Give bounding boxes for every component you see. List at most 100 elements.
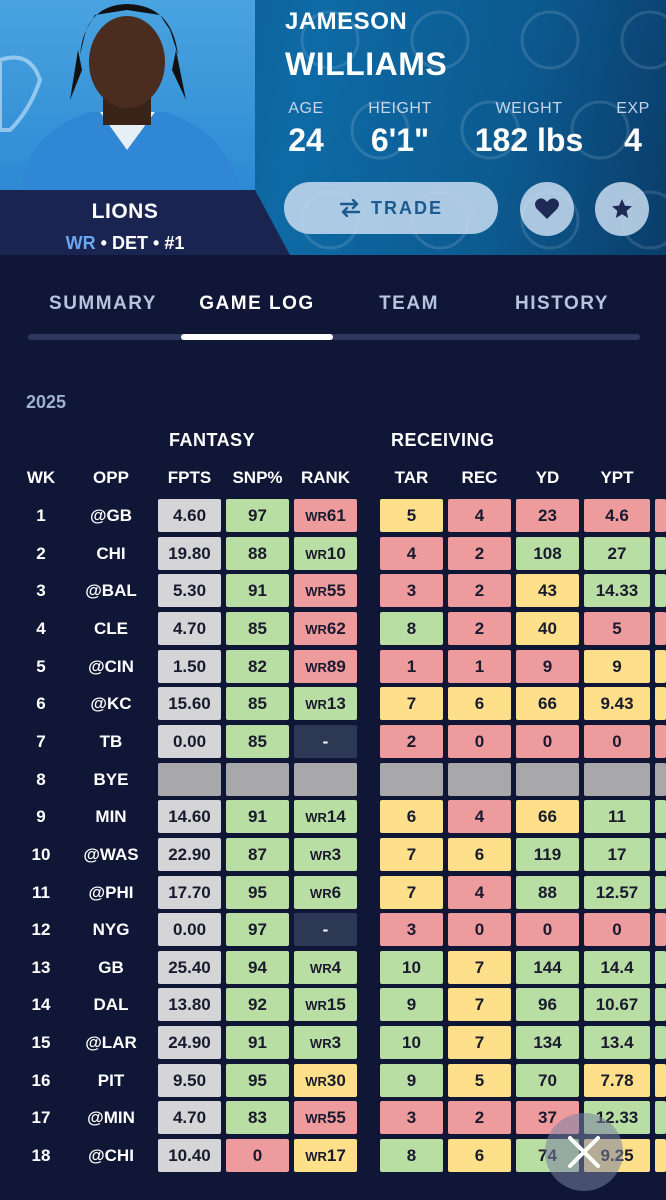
cell-yd: 144 <box>516 951 579 984</box>
rank-prefix: WR <box>305 547 327 562</box>
season-label: 2025 <box>26 392 67 412</box>
rank-value: 6 <box>331 883 342 902</box>
tab-summary[interactable]: SUMMARY <box>49 293 157 314</box>
cell-fpts: 5.30 <box>158 574 221 607</box>
cell-snp: 91 <box>226 1026 289 1059</box>
cell-fpts: 9.50 <box>158 1064 221 1097</box>
heart-icon <box>535 198 559 219</box>
cell-fpts: 25.40 <box>158 951 221 984</box>
team-abbr: DET <box>111 233 148 253</box>
cell-overflow-edge <box>655 951 666 984</box>
cell-wk: 1 <box>36 506 46 525</box>
cell-wk: 12 <box>31 920 51 939</box>
cell-fpts: 17.70 <box>158 876 221 909</box>
cell-fpts: 22.90 <box>158 838 221 871</box>
col-header-overflow-edge <box>652 462 666 492</box>
cell-wk: 3 <box>36 581 46 600</box>
cell-wk: 10 <box>31 845 51 864</box>
cell-wk: 2 <box>36 544 46 563</box>
cell-overflow-edge <box>655 1026 666 1059</box>
cell-ypt: 14.4 <box>584 951 650 984</box>
cell-wk: 11 <box>32 883 50 902</box>
rank-value: 17 <box>326 1146 346 1165</box>
player-header: LIONS WR • DET • #1 JAMESON WILLIAMS AGE… <box>0 0 666 255</box>
team-name: LIONS <box>91 200 159 223</box>
cell-yd: 88 <box>516 876 579 909</box>
cell-ypt: 4.6 <box>584 499 650 532</box>
cell-opp: @BAL <box>85 581 137 600</box>
stat-value: 6'1" <box>370 122 430 158</box>
col-header-snp[interactable]: SNP% <box>232 468 283 487</box>
cell-tar: 4 <box>380 537 443 570</box>
cell-fpts: 15.60 <box>158 687 221 720</box>
cell-rank: WR3 <box>294 838 357 871</box>
col-header-tar[interactable]: TAR <box>394 468 429 487</box>
cell-snp: 0 <box>226 1139 289 1172</box>
cell-snp: 88 <box>226 537 289 570</box>
player-last-name: WILLIAMS <box>285 46 448 82</box>
cell-yd: 0 <box>516 913 579 946</box>
tab-game-log[interactable]: GAME LOG <box>199 293 315 314</box>
cell-tar: 6 <box>380 800 443 833</box>
rank-prefix: WR <box>305 1111 327 1126</box>
cell-tar: 5 <box>380 499 443 532</box>
cell-wk: 4 <box>36 619 46 638</box>
cell-overflow-edge <box>655 687 666 720</box>
stat-age: AGE 24 <box>285 100 327 159</box>
cell-rec: 6 <box>448 838 511 871</box>
cell-overflow-edge <box>655 574 666 607</box>
cell-rec: 6 <box>448 687 511 720</box>
cell-rank: WR4 <box>294 951 357 984</box>
cell-fpts: 1.50 <box>158 650 221 683</box>
cell-fpts <box>158 763 221 796</box>
cell-overflow-edge <box>655 800 666 833</box>
favorite-button[interactable] <box>520 182 574 236</box>
col-header-opp[interactable]: OPP <box>93 468 129 487</box>
cell-opp: @WAS <box>83 845 139 864</box>
stat-height: HEIGHT 6'1" <box>360 100 440 159</box>
col-header-yd[interactable]: YD <box>535 468 560 487</box>
cell-opp: NYG <box>92 920 130 939</box>
group-receiving: RECEIVING <box>391 430 495 450</box>
cell-opp: @GB <box>89 506 133 525</box>
cell-rec: 4 <box>448 800 511 833</box>
col-header-ypt[interactable]: YPT <box>600 468 634 487</box>
cell-rank: - <box>294 913 357 946</box>
col-header-fpts[interactable]: FPTS <box>167 468 212 487</box>
cell-snp: 85 <box>226 612 289 645</box>
cell-opp: CHI <box>96 544 126 563</box>
tab-team[interactable]: TEAM <box>379 293 439 314</box>
cell-overflow-edge <box>655 650 666 683</box>
rank-prefix: WR <box>305 584 327 599</box>
tab-history[interactable]: HISTORY <box>515 293 609 314</box>
cell-opp: DAL <box>93 995 129 1014</box>
cell-ypt: 0 <box>584 913 650 946</box>
cell-tar: 7 <box>380 876 443 909</box>
rank-prefix: WR <box>305 810 327 825</box>
rank-prefix: WR <box>309 961 332 976</box>
tab-track <box>28 334 640 340</box>
cell-rec: 4 <box>448 876 511 909</box>
rank-value: 89 <box>326 657 346 676</box>
cell-ypt: 0 <box>584 725 650 758</box>
cell-rank: WR55 <box>294 574 357 607</box>
col-header-rank[interactable]: RANK <box>300 468 351 487</box>
cell-yd: 40 <box>516 612 579 645</box>
rank-value: 55 <box>326 581 346 600</box>
cell-rec <box>448 763 511 796</box>
cell-ypt: 17 <box>584 838 650 871</box>
cell-overflow-edge <box>655 763 666 796</box>
cell-rank: WR10 <box>294 537 357 570</box>
cell-wk: 16 <box>31 1071 51 1090</box>
stat-weight: WEIGHT 182 lbs <box>468 100 590 159</box>
rank-value: 3 <box>331 845 342 864</box>
close-button[interactable] <box>545 1113 623 1191</box>
watchlist-button[interactable] <box>595 182 649 236</box>
stat-label: EXP <box>616 100 650 117</box>
cell-overflow-edge <box>655 612 666 645</box>
col-header-rec[interactable]: REC <box>461 468 498 487</box>
col-header-wk[interactable]: WK <box>26 468 56 487</box>
position-line: WR • DET • #1 <box>0 233 250 254</box>
trade-button[interactable]: TRADE <box>284 182 498 234</box>
cell-tar: 8 <box>380 1139 443 1172</box>
